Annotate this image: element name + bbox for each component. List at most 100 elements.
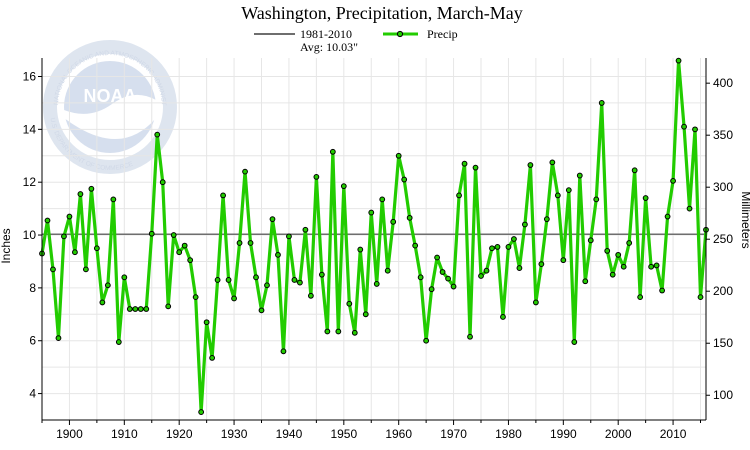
x-tick-label: 2010 — [660, 427, 687, 441]
data-point — [412, 242, 419, 249]
data-point — [291, 277, 298, 283]
data-point — [450, 283, 457, 290]
y-tick-label-right: 200 — [713, 284, 733, 298]
data-point — [236, 240, 243, 246]
data-point — [390, 218, 397, 225]
legend: 1981-2010 Avg: 10.03" Precip — [254, 27, 458, 54]
x-tick-label: 1920 — [166, 427, 193, 441]
data-point — [115, 339, 122, 345]
data-point — [165, 303, 172, 310]
data-point — [434, 254, 441, 261]
data-point — [648, 263, 655, 270]
data-point — [576, 172, 583, 179]
data-point — [406, 214, 413, 221]
data-point — [137, 306, 144, 312]
data-point — [132, 306, 139, 312]
y-axis-title-left: Inches — [0, 228, 13, 263]
y-axis-title-right: Millimeters — [739, 191, 750, 248]
chart-title: Washington, Precipitation, March-May — [241, 3, 523, 23]
data-point — [549, 159, 556, 166]
data-point — [286, 233, 292, 240]
x-tick-label: 1940 — [276, 427, 303, 441]
data-point — [44, 217, 51, 224]
y-tick-label-right: 150 — [713, 336, 733, 350]
y-tick-label-left: 10 — [23, 228, 37, 242]
data-point — [686, 205, 693, 212]
data-point — [225, 277, 232, 283]
data-point — [55, 335, 62, 341]
data-point — [247, 240, 254, 246]
data-point — [582, 278, 589, 285]
data-point — [560, 257, 567, 264]
data-point — [423, 337, 430, 344]
data-point — [148, 230, 155, 237]
data-point — [362, 311, 369, 318]
data-point — [615, 251, 622, 258]
data-point — [500, 314, 506, 320]
data-point — [494, 244, 501, 250]
x-tick-label: 1950 — [330, 427, 357, 441]
data-point — [675, 57, 682, 64]
data-point — [659, 287, 665, 294]
data-point — [88, 185, 95, 192]
data-point — [395, 152, 402, 159]
data-point — [275, 251, 281, 258]
data-point — [220, 192, 226, 199]
data-point — [324, 328, 331, 335]
data-point — [456, 192, 462, 199]
data-point — [126, 306, 133, 312]
y-tick-label-left: 4 — [29, 387, 36, 401]
data-point — [143, 306, 150, 312]
data-point — [269, 216, 276, 223]
data-point — [604, 247, 611, 254]
data-point — [642, 195, 649, 201]
data-point — [93, 245, 100, 252]
data-point — [417, 274, 424, 281]
data-point — [198, 409, 205, 415]
x-tick-label: 1900 — [56, 427, 83, 441]
data-point — [368, 209, 375, 216]
data-point — [357, 246, 364, 253]
data-point — [401, 176, 408, 183]
data-point — [554, 192, 561, 199]
data-point — [637, 294, 644, 301]
data-point — [681, 123, 687, 130]
data-point — [478, 273, 484, 279]
legend-average-label: 1981-2010 — [300, 27, 352, 41]
data-point — [664, 213, 671, 220]
series-line-precip — [40, 59, 708, 414]
data-point — [231, 295, 237, 302]
data-point — [626, 240, 633, 246]
legend-average-value: Avg: 10.03" — [300, 40, 358, 54]
data-point — [83, 266, 89, 273]
data-point — [609, 271, 616, 278]
y-tick-label-left: 16 — [23, 69, 37, 83]
data-point — [253, 274, 259, 281]
data-point — [346, 300, 353, 307]
data-point — [77, 191, 84, 197]
data-point — [489, 245, 495, 252]
data-point — [335, 328, 342, 335]
data-point — [104, 282, 111, 289]
data-point — [445, 275, 451, 282]
data-point — [472, 164, 479, 171]
data-point — [72, 249, 78, 256]
data-point — [532, 299, 539, 306]
x-tick-label: 1990 — [550, 427, 577, 441]
data-point — [214, 277, 221, 283]
data-point — [264, 282, 270, 289]
data-point — [697, 294, 704, 301]
data-point — [66, 213, 73, 220]
data-point — [439, 269, 446, 275]
data-point — [159, 179, 166, 186]
x-tick-label: 1910 — [111, 427, 138, 441]
data-point — [543, 216, 550, 223]
data-point — [340, 183, 347, 190]
data-point — [428, 286, 435, 293]
x-tick-label: 1970 — [440, 427, 467, 441]
data-point — [467, 333, 473, 340]
y-tick-label-right: 100 — [713, 388, 733, 402]
data-point — [307, 292, 314, 299]
data-point — [692, 126, 698, 133]
